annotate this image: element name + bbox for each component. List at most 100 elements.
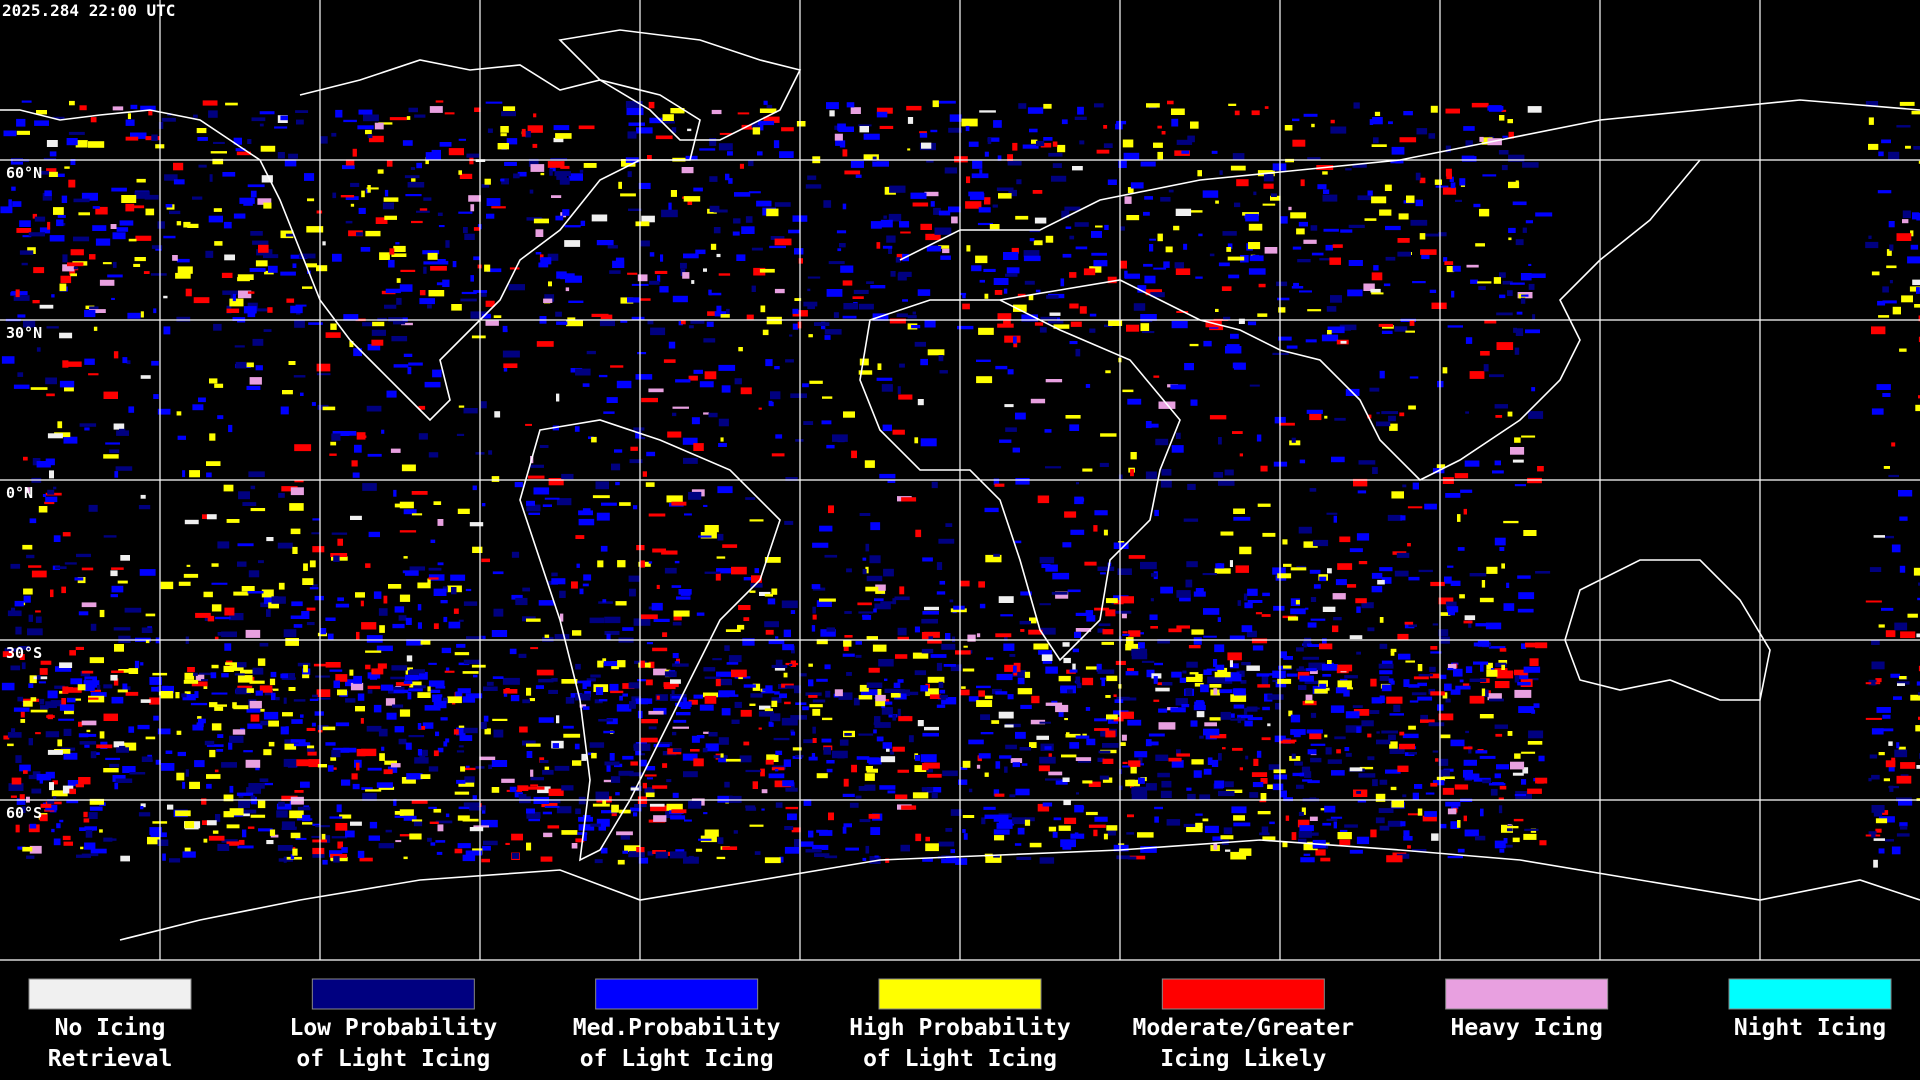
icing-pixel (371, 329, 386, 336)
icing-pixel (647, 851, 654, 856)
legend-swatch (878, 978, 1042, 1010)
icing-pixel (952, 636, 956, 643)
icing-pixel (709, 205, 720, 212)
icing-pixel (948, 127, 962, 133)
icing-pixel (282, 390, 293, 395)
icing-pixel (183, 573, 199, 578)
icing-pixel (52, 116, 65, 119)
icing-pixel (351, 460, 358, 467)
icing-pixel (602, 658, 607, 663)
icing-pixel (1228, 103, 1237, 106)
icing-pixel (181, 693, 187, 698)
icing-pixel (313, 663, 331, 667)
icing-pixel (1260, 465, 1268, 472)
icing-pixel (105, 442, 120, 445)
icing-pixel (223, 665, 234, 672)
icing-pixel (107, 274, 123, 278)
icing-pixel (1357, 195, 1373, 201)
icing-pixel (1407, 845, 1411, 849)
icing-pixel (862, 615, 872, 620)
icing-pixel (592, 803, 610, 807)
icing-pixel (462, 854, 476, 862)
icing-pixel (639, 298, 651, 301)
icing-pixel (1320, 857, 1331, 862)
icing-pixel (1045, 778, 1062, 781)
icing-pixel (331, 433, 341, 441)
icing-pixel (1391, 146, 1405, 155)
icing-pixel (614, 449, 623, 453)
icing-pixel (859, 819, 871, 823)
icing-pixel (653, 618, 670, 622)
icing-pixel (897, 386, 901, 395)
icing-pixel (618, 770, 634, 776)
icing-pixel (62, 785, 74, 794)
icing-pixel (1096, 663, 1102, 672)
icing-pixel (924, 606, 939, 611)
icing-pixel (1290, 608, 1306, 615)
icing-pixel (367, 685, 381, 690)
icing-pixel (760, 768, 765, 777)
icing-pixel (288, 153, 298, 159)
icing-pixel (115, 466, 133, 471)
icing-pixel (378, 608, 388, 616)
icing-pixel (672, 726, 689, 729)
icing-pixel (1155, 438, 1169, 446)
icing-pixel (769, 245, 786, 249)
icing-pixel (603, 661, 618, 667)
icing-pixel (530, 769, 534, 777)
icing-pixel (57, 421, 63, 429)
icing-pixel (1064, 817, 1077, 824)
coastline (119, 839, 1920, 941)
icing-pixel (532, 143, 538, 148)
icing-pixel (112, 261, 117, 268)
icing-pixel (308, 759, 320, 768)
icing-pixel (709, 292, 722, 296)
icing-pixel (1494, 404, 1508, 409)
icing-pixel (312, 847, 325, 855)
icing-pixel (301, 611, 310, 619)
icing-pixel (1876, 707, 1891, 713)
icing-pixel (646, 642, 653, 645)
icing-pixel (99, 609, 105, 618)
icing-pixel (842, 149, 848, 157)
icing-pixel (999, 755, 1012, 759)
icing-pixel (644, 774, 657, 777)
icing-pixel (1149, 614, 1158, 620)
icing-pixel (1358, 561, 1368, 565)
icing-pixel (1517, 671, 1529, 680)
icing-pixel (1299, 825, 1314, 832)
icing-pixel (1009, 794, 1016, 798)
icing-pixel (1398, 213, 1409, 220)
icing-pixel (1269, 821, 1275, 825)
icing-pixel (376, 782, 393, 788)
icing-pixel (113, 351, 119, 359)
icing-pixel (167, 804, 174, 810)
icing-pixel (637, 274, 648, 282)
icing-pixel (1013, 671, 1018, 676)
icing-pixel (1442, 692, 1448, 699)
icing-pixel (699, 148, 716, 151)
icing-pixel (236, 792, 254, 796)
icing-pixel (1157, 682, 1162, 686)
icing-pixel (1494, 773, 1501, 779)
icing-pixel (386, 712, 397, 720)
icing-pixel (263, 329, 272, 332)
icing-pixel (64, 708, 74, 715)
icing-pixel (309, 698, 319, 701)
icing-pixel (874, 603, 891, 610)
icing-pixel (11, 607, 16, 612)
icing-pixel (208, 110, 218, 118)
icing-pixel (59, 704, 75, 711)
icing-pixel (22, 544, 33, 550)
icing-pixel (393, 321, 406, 325)
icing-pixel (655, 135, 673, 140)
icing-pixel (1871, 271, 1880, 276)
icing-pixel (921, 618, 938, 624)
icing-pixel (1031, 695, 1040, 704)
icing-pixel (1410, 219, 1428, 226)
icing-pixel (683, 697, 687, 704)
icing-pixel (855, 654, 862, 658)
icing-pixel (226, 824, 240, 829)
icing-pixel (819, 525, 833, 532)
icing-pixel (630, 446, 638, 451)
